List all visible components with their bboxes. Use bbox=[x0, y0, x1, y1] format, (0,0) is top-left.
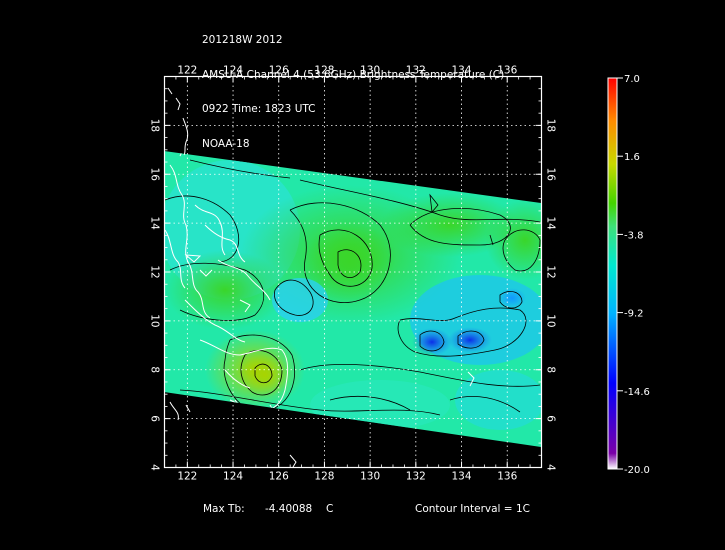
lon-tick-label: 134 bbox=[452, 471, 472, 483]
header-line-satellite: NOAA-18 bbox=[202, 137, 250, 150]
header-line-channel: AMSU-A Channel 4 (53.6GHz) Brightness Te… bbox=[202, 68, 505, 81]
lon-tick-label: 136 bbox=[497, 471, 517, 483]
lat-tick-label: 16 bbox=[149, 168, 161, 182]
lat-tick-label: 8 bbox=[545, 366, 557, 373]
colorbar-label: 7.0 bbox=[624, 74, 640, 85]
coastlines-outside bbox=[167, 87, 297, 468]
lon-tick-label: 126 bbox=[269, 65, 289, 77]
lat-tick-label: 12 bbox=[545, 265, 557, 278]
colorbar-label: -9.2 bbox=[624, 309, 644, 320]
lat-tick-label: 14 bbox=[149, 216, 161, 230]
max-tb-unit: C bbox=[326, 503, 334, 515]
lat-tick-label: 10 bbox=[149, 314, 161, 327]
lat-tick-label: 10 bbox=[545, 314, 557, 327]
lat-tick-label: 4 bbox=[149, 464, 161, 471]
map-header: 201218W 2012 AMSU-A Channel 4 (53.6GHz) … bbox=[202, 12, 504, 162]
lon-tick-label: 132 bbox=[406, 471, 426, 483]
lat-tick-label: 8 bbox=[149, 366, 161, 373]
max-tb-label: Max Tb: bbox=[203, 503, 245, 515]
header-line-date: 201218W 2012 bbox=[202, 34, 283, 46]
lat-tick-label: 4 bbox=[545, 464, 557, 471]
lat-tick-label: 18 bbox=[149, 119, 161, 132]
colorbar-label: -3.8 bbox=[624, 230, 644, 241]
colorbar-label: -20.0 bbox=[624, 465, 650, 476]
colorbar bbox=[607, 77, 618, 470]
lon-tick-label: 132 bbox=[406, 65, 426, 77]
lon-tick-label: 130 bbox=[360, 65, 380, 77]
brightness-temperature-swath bbox=[164, 151, 541, 447]
lat-tick-label: 6 bbox=[149, 415, 161, 422]
lon-tick-label: 128 bbox=[314, 471, 334, 483]
lat-tick-label: 6 bbox=[545, 415, 557, 422]
header-line-time: 0922 Time: 1823 UTC bbox=[202, 103, 316, 115]
lat-tick-label: 12 bbox=[149, 265, 161, 278]
lon-tick-label: 130 bbox=[360, 471, 380, 483]
contour-interval: Contour Interval = 1C bbox=[415, 503, 530, 515]
lon-tick-label: 136 bbox=[497, 65, 517, 77]
lon-tick-label: 124 bbox=[223, 65, 243, 77]
lon-tick-label: 122 bbox=[177, 471, 197, 483]
lon-tick-label: 124 bbox=[223, 471, 243, 483]
colorbar-label: 1.6 bbox=[624, 152, 640, 163]
lon-tick-label: 128 bbox=[314, 65, 334, 77]
axis-ticks: 1221221241241261261281281301301321321341… bbox=[149, 65, 557, 483]
lat-tick-label: 16 bbox=[545, 168, 557, 182]
lat-tick-label: 18 bbox=[545, 119, 557, 132]
colorbar-ticks: 7.0 1.6 -3.8 -9.2 -14.6 -20.0 bbox=[617, 74, 650, 476]
colorbar-label: -14.6 bbox=[624, 387, 650, 398]
lon-tick-label: 122 bbox=[177, 65, 197, 77]
lat-tick-label: 14 bbox=[545, 216, 557, 230]
max-tb-value: -4.40088 bbox=[265, 503, 313, 515]
lon-tick-label: 134 bbox=[452, 65, 472, 77]
lon-tick-label: 126 bbox=[269, 471, 289, 483]
